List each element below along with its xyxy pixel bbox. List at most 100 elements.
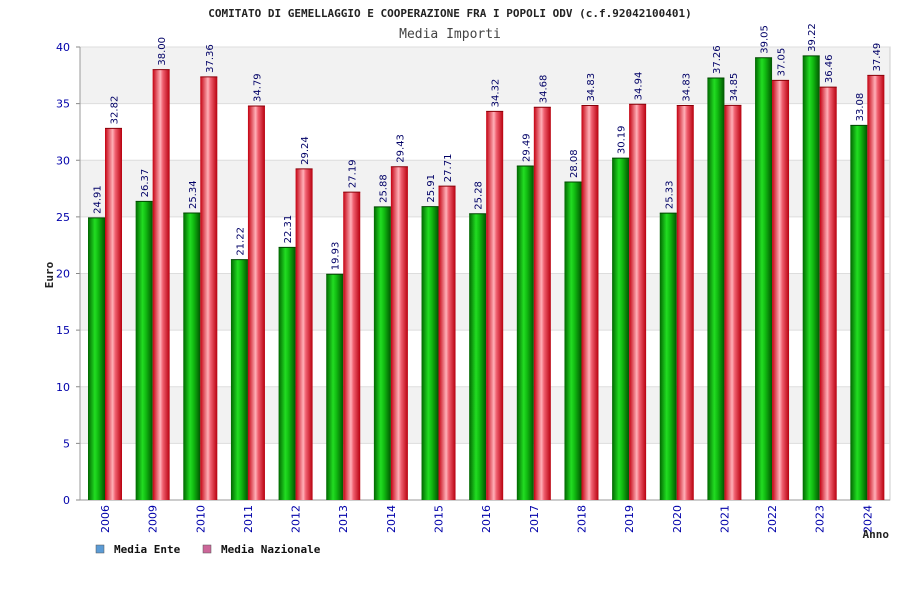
bar-media-ente-2009 bbox=[135, 201, 153, 501]
bar-media-ente-2013 bbox=[326, 274, 344, 500]
legend-label-media-ente: Media Ente bbox=[114, 543, 181, 556]
value-label-media-ente-2012: 22.31 bbox=[283, 215, 294, 244]
value-label-media-ente-2006: 24.91 bbox=[93, 185, 104, 214]
x-tick-label-2012: 2012 bbox=[290, 505, 303, 533]
bar-media-nazionale-2006 bbox=[105, 128, 122, 500]
x-tick-label-2020: 2020 bbox=[671, 505, 684, 533]
bar-media-ente-2023 bbox=[802, 55, 820, 501]
value-label-media-ente-2017: 29.49 bbox=[521, 133, 532, 162]
bar-media-nazionale-2016 bbox=[486, 111, 504, 501]
legend: Media Ente Media Nazionale bbox=[95, 543, 321, 556]
value-label-media-ente-2022: 39.05 bbox=[760, 25, 771, 54]
bar-media-ente-2011 bbox=[230, 259, 248, 500]
y-tick-label: 5 bbox=[63, 437, 70, 450]
value-label-media-nazionale-2013: 27.19 bbox=[348, 159, 359, 188]
value-label-media-ente-2018: 28.08 bbox=[569, 149, 580, 178]
value-label-media-ente-2021: 37.26 bbox=[712, 45, 723, 74]
value-label-media-nazionale-2011: 34.79 bbox=[252, 73, 263, 102]
value-label-media-ente-2013: 19.93 bbox=[331, 242, 342, 271]
x-tick-label-2010: 2010 bbox=[194, 505, 207, 533]
value-label-media-nazionale-2020: 34.83 bbox=[681, 73, 692, 102]
x-axis-label: Anno bbox=[863, 528, 890, 541]
x-tick-label-2019: 2019 bbox=[623, 505, 636, 533]
bar-media-ente-2018 bbox=[564, 181, 582, 500]
bar-media-ente-2016 bbox=[469, 213, 487, 501]
y-tick-label: 10 bbox=[56, 381, 70, 394]
chart-subtitle: Media Importi bbox=[399, 27, 501, 42]
value-label-media-nazionale-2023: 36.46 bbox=[824, 54, 835, 83]
legend-swatch-media-nazionale bbox=[202, 544, 212, 554]
y-tick-label: 15 bbox=[56, 324, 70, 337]
value-label-media-nazionale-2010: 37.36 bbox=[205, 44, 216, 73]
chart-title: COMITATO DI GEMELLAGGIO E COOPERAZIONE F… bbox=[208, 7, 691, 20]
bars-group bbox=[88, 55, 885, 501]
bar-media-ente-2019 bbox=[612, 158, 630, 500]
y-tick-label: 40 bbox=[56, 41, 70, 54]
bar-media-nazionale-2020 bbox=[676, 105, 694, 501]
bar-media-nazionale-2011 bbox=[247, 106, 265, 501]
value-label-media-ente-2024: 33.08 bbox=[855, 93, 866, 122]
value-label-media-nazionale-2018: 34.83 bbox=[586, 73, 597, 102]
value-label-media-nazionale-2006: 32.82 bbox=[110, 96, 121, 125]
x-tick-label-2022: 2022 bbox=[766, 505, 779, 533]
bar-media-nazionale-2013 bbox=[343, 192, 361, 501]
value-label-media-nazionale-2019: 34.94 bbox=[634, 72, 645, 101]
value-labels: 24.91 32.82 26.37 38.00 25.34 37.36 21.22 34.79… bbox=[93, 23, 883, 270]
bar-media-ente-2010 bbox=[183, 213, 201, 500]
x-tick-label-2009: 2009 bbox=[147, 505, 160, 533]
x-tick-label-2013: 2013 bbox=[337, 505, 350, 533]
value-label-media-nazionale-2022: 37.05 bbox=[777, 48, 788, 77]
bar-media-nazionale-2017 bbox=[533, 107, 551, 501]
bar-media-nazionale-2021 bbox=[724, 105, 742, 500]
value-label-media-ente-2009: 26.37 bbox=[140, 169, 151, 198]
value-label-media-ente-2016: 25.28 bbox=[474, 181, 485, 210]
bar-media-ente-2020 bbox=[659, 213, 677, 500]
bar-media-nazionale-2014 bbox=[390, 166, 408, 500]
bar-media-ente-2024 bbox=[850, 125, 868, 500]
bar-media-nazionale-2023 bbox=[819, 87, 837, 500]
x-tick-label-2021: 2021 bbox=[718, 505, 731, 533]
x-tick-label-2006: 2006 bbox=[99, 505, 112, 533]
y-tick-label: 35 bbox=[56, 98, 70, 111]
x-tick-label-2014: 2014 bbox=[385, 505, 398, 533]
bar-media-nazionale-2009 bbox=[152, 69, 170, 501]
value-label-media-ente-2020: 25.33 bbox=[664, 180, 675, 209]
value-label-media-ente-2023: 39.22 bbox=[807, 23, 818, 52]
y-tick-label: 0 bbox=[63, 494, 70, 507]
bar-media-nazionale-2024 bbox=[867, 75, 885, 500]
bar-media-ente-2017 bbox=[516, 166, 534, 500]
bar-media-nazionale-2010 bbox=[200, 76, 218, 500]
y-tick-label: 20 bbox=[56, 268, 70, 281]
value-label-media-nazionale-2015: 27.71 bbox=[443, 154, 454, 183]
value-label-media-nazionale-2014: 29.43 bbox=[395, 134, 406, 163]
x-tick-label-2015: 2015 bbox=[433, 505, 446, 533]
y-axis-label: Euro bbox=[43, 261, 56, 288]
value-label-media-ente-2010: 25.34 bbox=[188, 180, 199, 209]
y-tick-label: 25 bbox=[56, 211, 70, 224]
bar-media-nazionale-2012 bbox=[295, 168, 313, 500]
bar-media-nazionale-2018 bbox=[581, 105, 599, 501]
value-label-media-nazionale-2012: 29.24 bbox=[300, 136, 311, 165]
legend-label-media-nazionale: Media Nazionale bbox=[221, 543, 321, 556]
bar-media-nazionale-2019 bbox=[629, 104, 647, 500]
y-tick-label: 30 bbox=[56, 154, 70, 167]
bar-media-ente-2022 bbox=[755, 57, 773, 500]
value-label-media-nazionale-2017: 34.68 bbox=[538, 75, 549, 104]
bar-media-ente-2014 bbox=[373, 206, 391, 500]
bar-media-ente-2012 bbox=[278, 247, 296, 500]
x-tick-label-2023: 2023 bbox=[814, 505, 827, 533]
bar-media-ente-2006 bbox=[88, 217, 105, 500]
bar-media-ente-2015 bbox=[421, 206, 439, 500]
bar-media-nazionale-2015 bbox=[438, 186, 456, 500]
x-tick-label-2024: 2024 bbox=[861, 505, 874, 533]
value-label-media-nazionale-2016: 34.32 bbox=[491, 79, 502, 108]
x-tick-label-2011: 2011 bbox=[242, 505, 255, 533]
x-tick-label-2017: 2017 bbox=[528, 505, 541, 533]
value-label-media-nazionale-2021: 34.85 bbox=[729, 73, 740, 102]
x-tick-label-2018: 2018 bbox=[575, 505, 588, 533]
value-label-media-nazionale-2009: 38.00 bbox=[157, 37, 168, 66]
value-label-media-ente-2011: 21.22 bbox=[235, 227, 246, 256]
bar-media-nazionale-2022 bbox=[772, 80, 790, 500]
legend-swatch-media-ente bbox=[95, 544, 105, 554]
